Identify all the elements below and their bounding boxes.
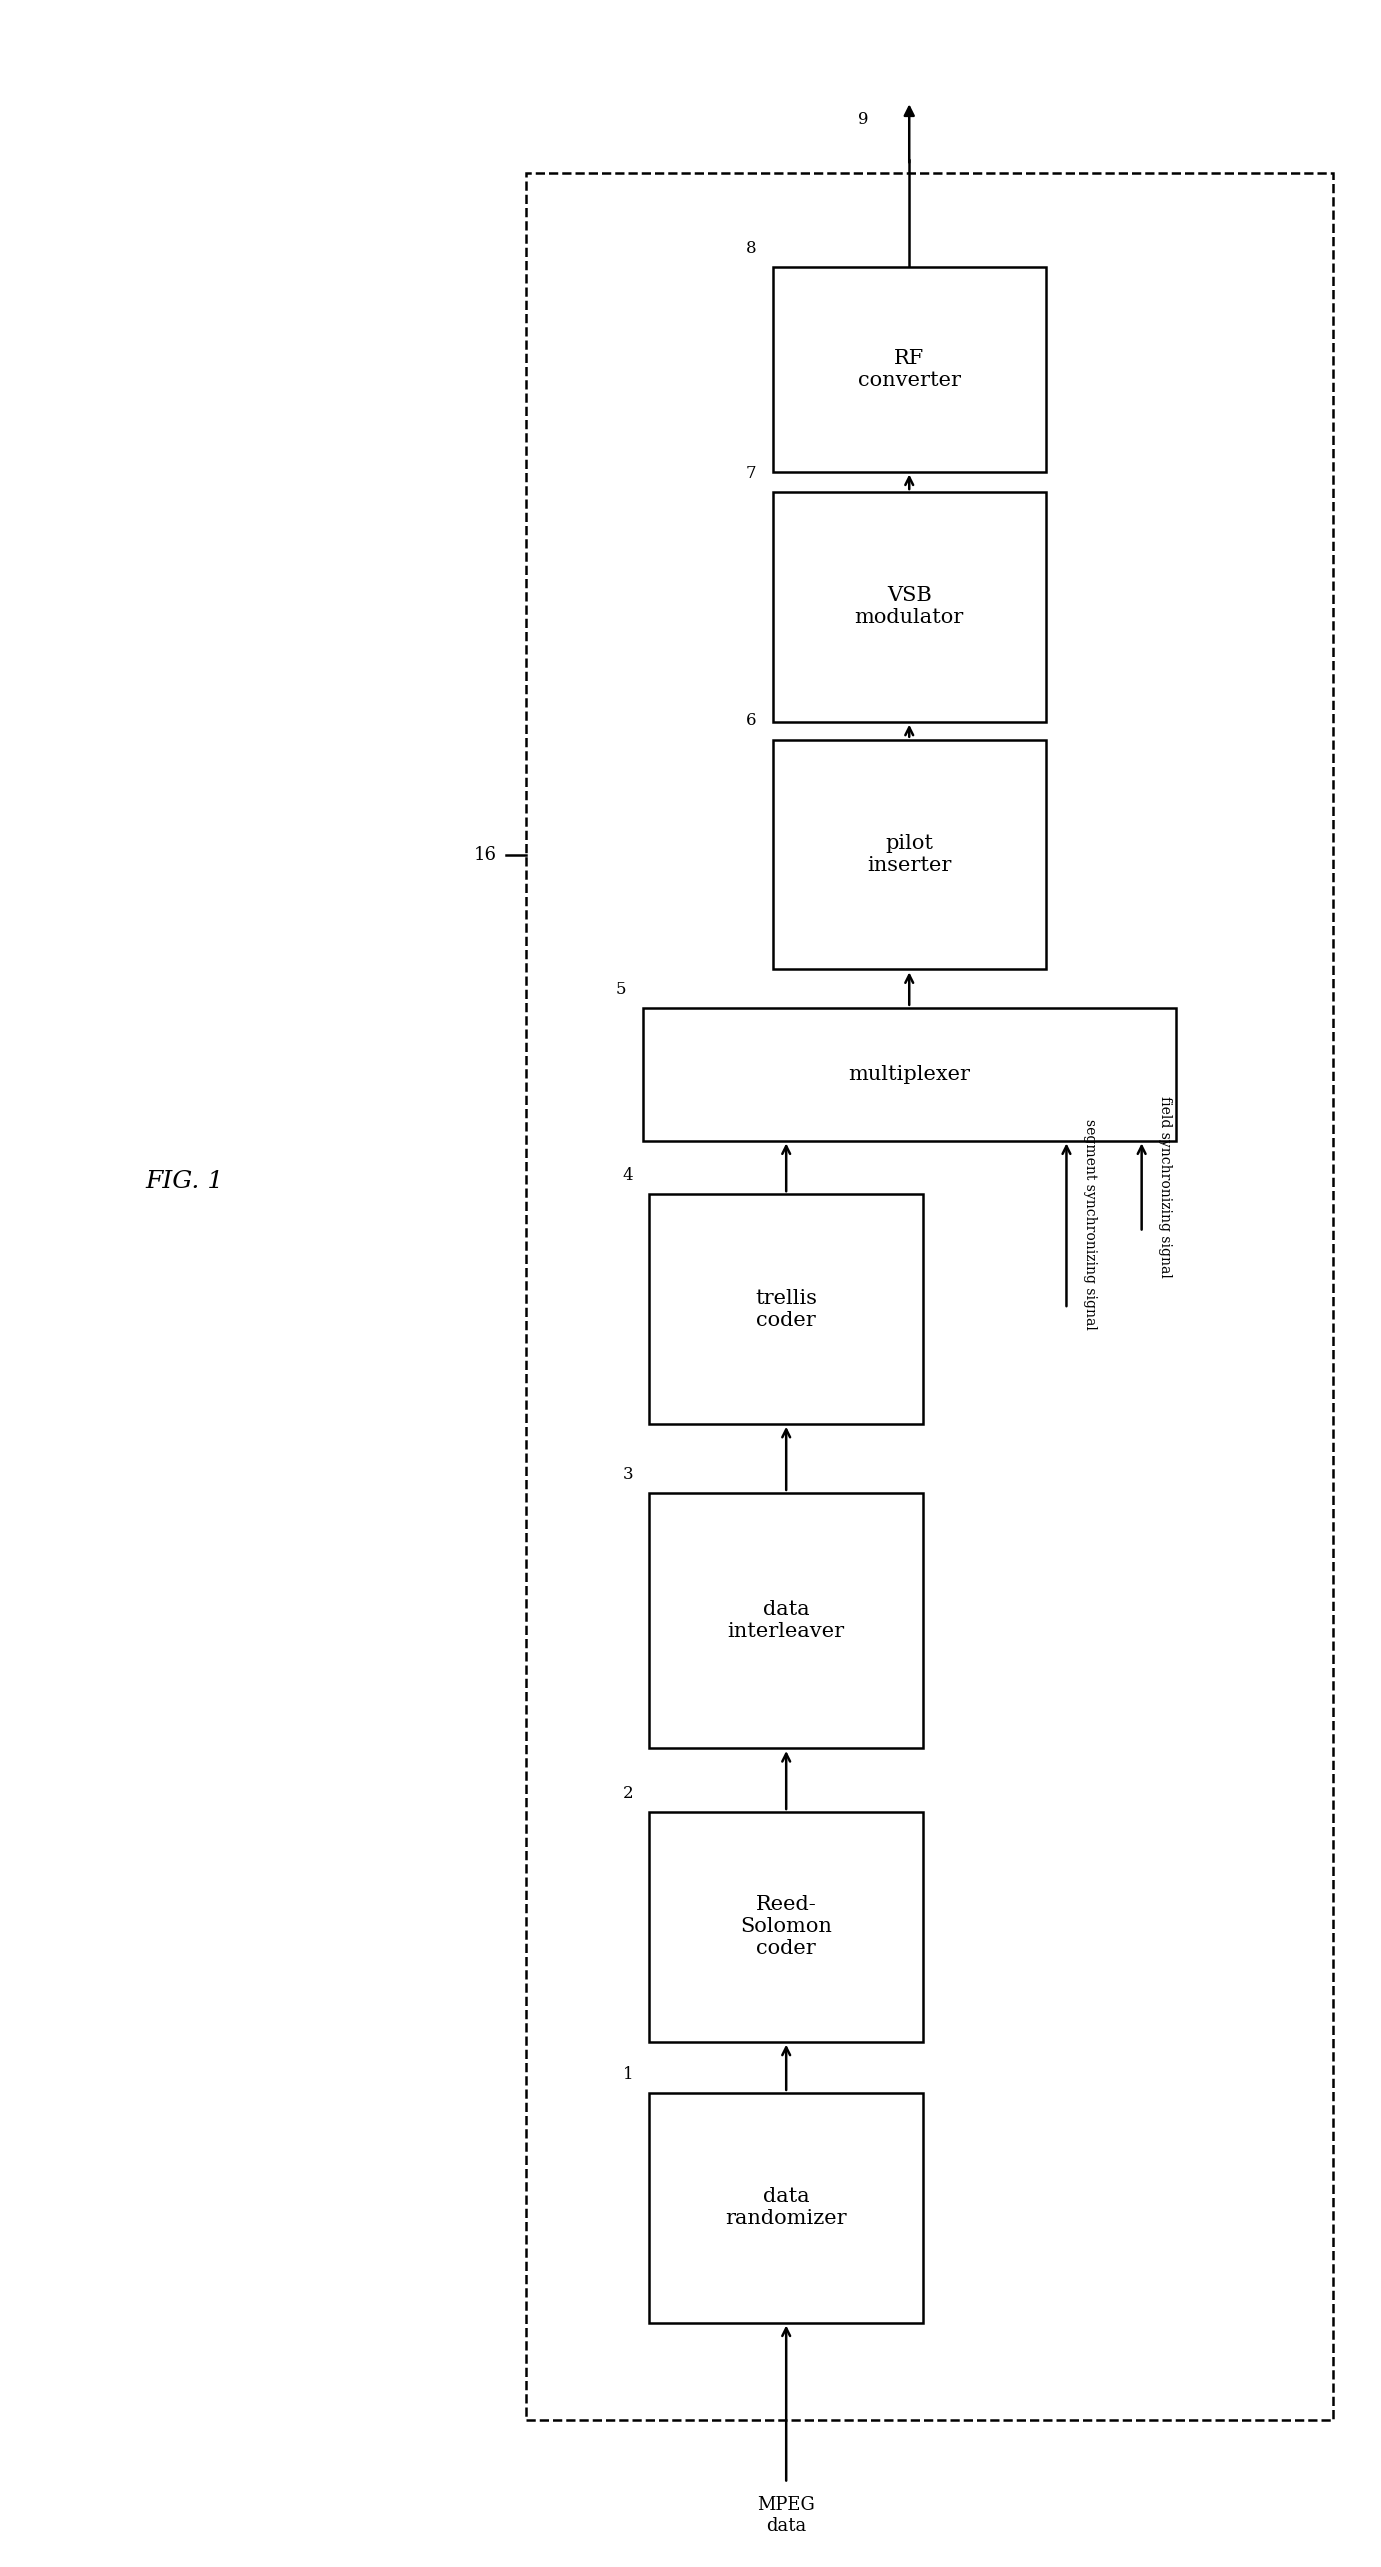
- Text: field synchronizing signal: field synchronizing signal: [1159, 1096, 1172, 1278]
- Text: 3: 3: [623, 1466, 632, 1484]
- Text: data
randomizer: data randomizer: [725, 2187, 847, 2228]
- Text: FIG. 1: FIG. 1: [145, 1171, 224, 1194]
- Bar: [772, 739, 1045, 970]
- Text: multiplexer: multiplexer: [848, 1065, 971, 1083]
- Bar: [772, 267, 1045, 472]
- Text: 1: 1: [623, 2066, 632, 2082]
- Text: 16: 16: [474, 845, 496, 863]
- Text: Reed-
Solomon
coder: Reed- Solomon coder: [740, 1894, 833, 1959]
- Bar: [526, 172, 1333, 2421]
- Bar: [772, 493, 1045, 721]
- Text: 5: 5: [616, 981, 626, 999]
- Bar: [649, 1194, 923, 1425]
- Text: pilot
inserter: pilot inserter: [867, 834, 952, 875]
- Text: 9: 9: [858, 110, 869, 128]
- Text: 4: 4: [623, 1168, 632, 1183]
- Bar: [642, 1009, 1175, 1140]
- Text: data
interleaver: data interleaver: [728, 1599, 845, 1640]
- Text: 7: 7: [746, 465, 757, 483]
- Bar: [649, 2092, 923, 2323]
- Text: VSB
modulator: VSB modulator: [855, 585, 964, 626]
- Text: MPEG
data: MPEG data: [757, 2495, 815, 2536]
- Text: segment synchronizing signal: segment synchronizing signal: [1083, 1119, 1097, 1330]
- Text: RF
converter: RF converter: [858, 349, 961, 390]
- Bar: [649, 1812, 923, 2041]
- Text: trellis
coder: trellis coder: [755, 1289, 818, 1330]
- Text: 6: 6: [746, 714, 757, 729]
- Bar: [649, 1494, 923, 1748]
- Text: 2: 2: [623, 1784, 632, 1802]
- Text: 8: 8: [746, 241, 757, 257]
